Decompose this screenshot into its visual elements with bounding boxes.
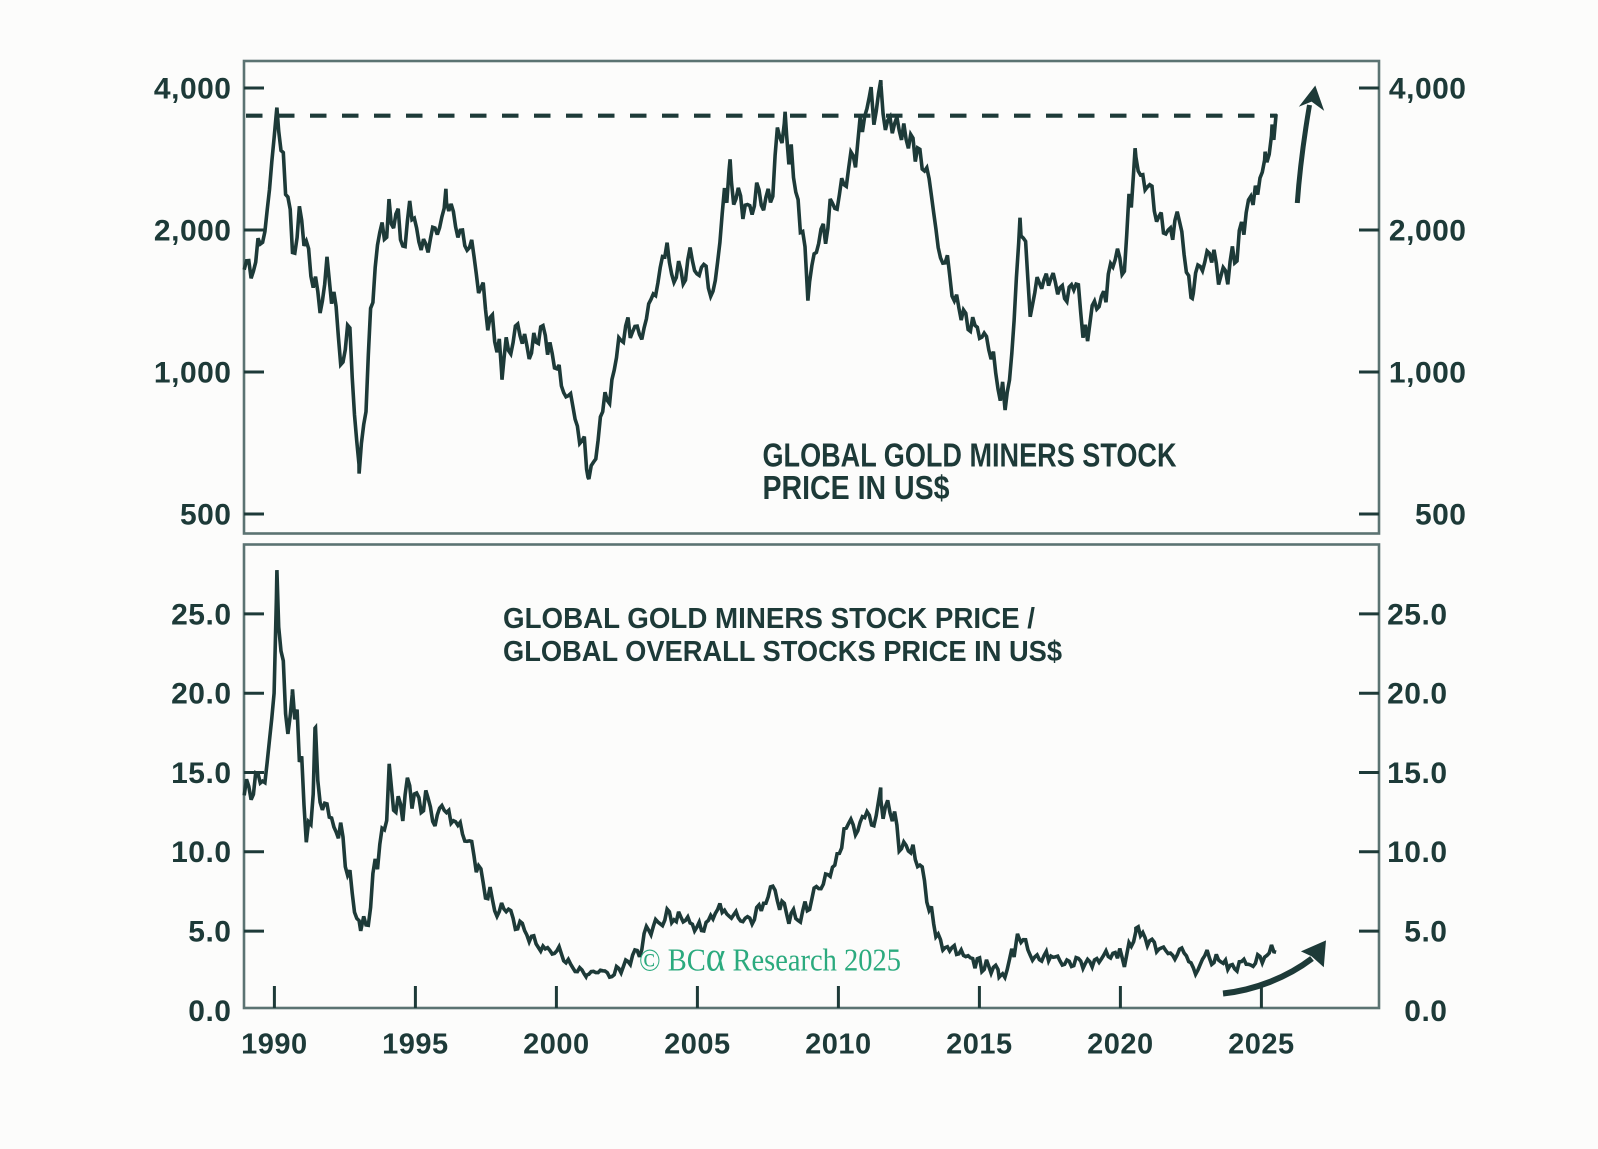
svg-text:GLOBAL GOLD MINERS STOCK: GLOBAL GOLD MINERS STOCK [763, 437, 1177, 474]
svg-text:2005: 2005 [664, 1029, 731, 1061]
svg-text:5.0: 5.0 [1404, 916, 1447, 949]
svg-text:2000: 2000 [523, 1029, 590, 1061]
svg-text:2,000: 2,000 [1389, 214, 1467, 247]
svg-text:PRICE IN US$: PRICE IN US$ [763, 469, 950, 506]
svg-text:25.0: 25.0 [171, 598, 231, 631]
svg-text:2015: 2015 [946, 1029, 1013, 1061]
svg-text:500: 500 [180, 498, 232, 531]
svg-text:1,000: 1,000 [1389, 356, 1467, 389]
svg-text:0.0: 0.0 [1404, 995, 1447, 1028]
svg-text:25.0: 25.0 [1387, 598, 1447, 631]
svg-text:20.0: 20.0 [171, 678, 231, 711]
svg-text:2010: 2010 [805, 1029, 872, 1061]
svg-text:GLOBAL OVERALL STOCKS PRICE IN: GLOBAL OVERALL STOCKS PRICE IN US$ [503, 636, 1062, 668]
svg-text:0.0: 0.0 [188, 995, 231, 1028]
svg-text:4,000: 4,000 [1389, 72, 1467, 105]
svg-text:1990: 1990 [241, 1029, 308, 1061]
svg-text:10.0: 10.0 [171, 836, 231, 869]
svg-text:1,000: 1,000 [154, 356, 232, 389]
svg-text:2,000: 2,000 [154, 214, 232, 247]
svg-text:GLOBAL GOLD MINERS STOCK PRICE: GLOBAL GOLD MINERS STOCK PRICE / [503, 603, 1035, 635]
svg-text:15.0: 15.0 [171, 757, 231, 790]
svg-text:10.0: 10.0 [1387, 836, 1447, 869]
svg-text:4,000: 4,000 [154, 72, 232, 105]
svg-text:1995: 1995 [382, 1029, 449, 1061]
svg-text:2025: 2025 [1228, 1029, 1295, 1061]
svg-text:© BCα Research 2025: © BCα Research 2025 [639, 935, 901, 981]
svg-text:500: 500 [1415, 498, 1467, 531]
svg-text:5.0: 5.0 [188, 916, 231, 949]
svg-text:2020: 2020 [1087, 1029, 1154, 1061]
svg-text:20.0: 20.0 [1387, 678, 1447, 711]
svg-text:15.0: 15.0 [1387, 757, 1447, 790]
